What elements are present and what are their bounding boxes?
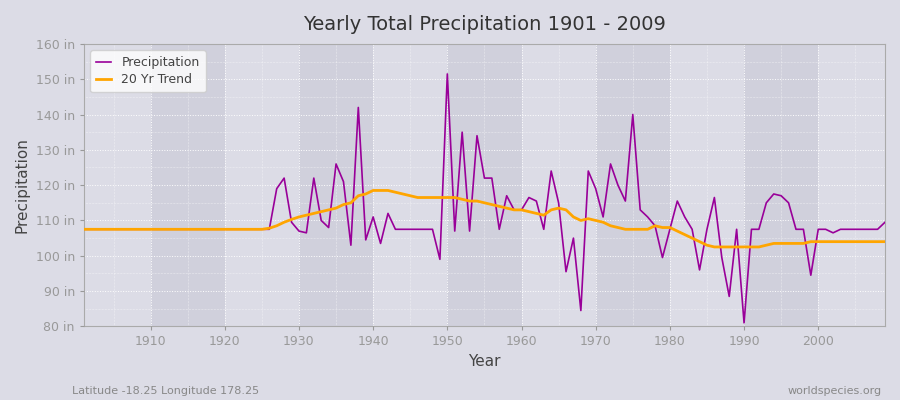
Bar: [150, 44, 225, 326]
Legend: Precipitation, 20 Yr Trend: Precipitation, 20 Yr Trend: [90, 50, 206, 92]
Precipitation: [346, 243, 356, 248]
Precipitation: [879, 220, 890, 225]
Precipitation: [613, 183, 624, 188]
Precipitation: [301, 230, 311, 235]
Y-axis label: Precipitation: Precipitation: [15, 137, 30, 233]
20 Yr Trend: [78, 227, 89, 232]
Text: Latitude -18.25 Longitude 178.25: Latitude -18.25 Longitude 178.25: [72, 386, 259, 396]
Bar: [299, 44, 374, 326]
Precipitation: [138, 227, 148, 232]
Precipitation: [516, 208, 526, 212]
20 Yr Trend: [368, 188, 379, 193]
Precipitation: [524, 195, 535, 200]
20 Yr Trend: [709, 244, 720, 249]
20 Yr Trend: [346, 200, 356, 205]
Line: 20 Yr Trend: 20 Yr Trend: [84, 190, 885, 247]
Text: worldspecies.org: worldspecies.org: [788, 386, 882, 396]
Line: Precipitation: Precipitation: [84, 74, 885, 323]
20 Yr Trend: [524, 209, 535, 214]
Bar: [744, 44, 818, 326]
Bar: [596, 44, 670, 326]
20 Yr Trend: [301, 213, 311, 218]
Precipitation: [739, 320, 750, 325]
20 Yr Trend: [613, 225, 624, 230]
Precipitation: [78, 227, 89, 232]
Bar: [447, 44, 521, 326]
20 Yr Trend: [516, 208, 526, 212]
Precipitation: [442, 72, 453, 76]
20 Yr Trend: [138, 227, 148, 232]
X-axis label: Year: Year: [468, 354, 500, 369]
20 Yr Trend: [879, 239, 890, 244]
Title: Yearly Total Precipitation 1901 - 2009: Yearly Total Precipitation 1901 - 2009: [303, 15, 666, 34]
